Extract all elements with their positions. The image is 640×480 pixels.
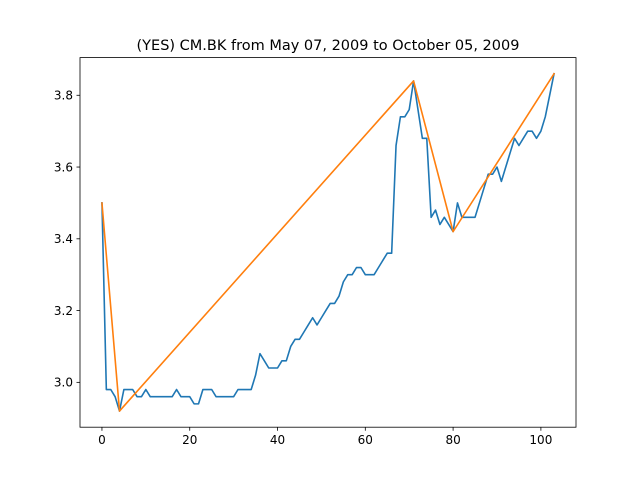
- x-tick-label: 60: [358, 433, 373, 447]
- y-tick-label: 3.8: [54, 89, 73, 103]
- plot-area: [101, 72, 556, 412]
- y-axis: 3.0 3.2 3.4 3.6 3.8: [54, 89, 80, 390]
- axes-frame: [79, 57, 577, 428]
- series-line-2: [101, 72, 556, 412]
- y-tick-label: 3.4: [54, 232, 73, 246]
- x-tick-label: 0: [98, 433, 106, 447]
- x-tick-label: 20: [182, 433, 197, 447]
- y-tick-label: 3.6: [54, 160, 73, 174]
- x-tick-label: 80: [445, 433, 460, 447]
- chart-title: (YES) CM.BK from May 07, 2009 to October…: [137, 38, 520, 54]
- x-tick-label: 100: [529, 433, 552, 447]
- x-tick-label: 40: [270, 433, 285, 447]
- x-axis: 0 20 40 60 80 100: [98, 427, 552, 447]
- y-tick-label: 3.2: [54, 304, 73, 318]
- series-line-1: [101, 72, 555, 412]
- y-tick-label: 3.0: [54, 376, 73, 390]
